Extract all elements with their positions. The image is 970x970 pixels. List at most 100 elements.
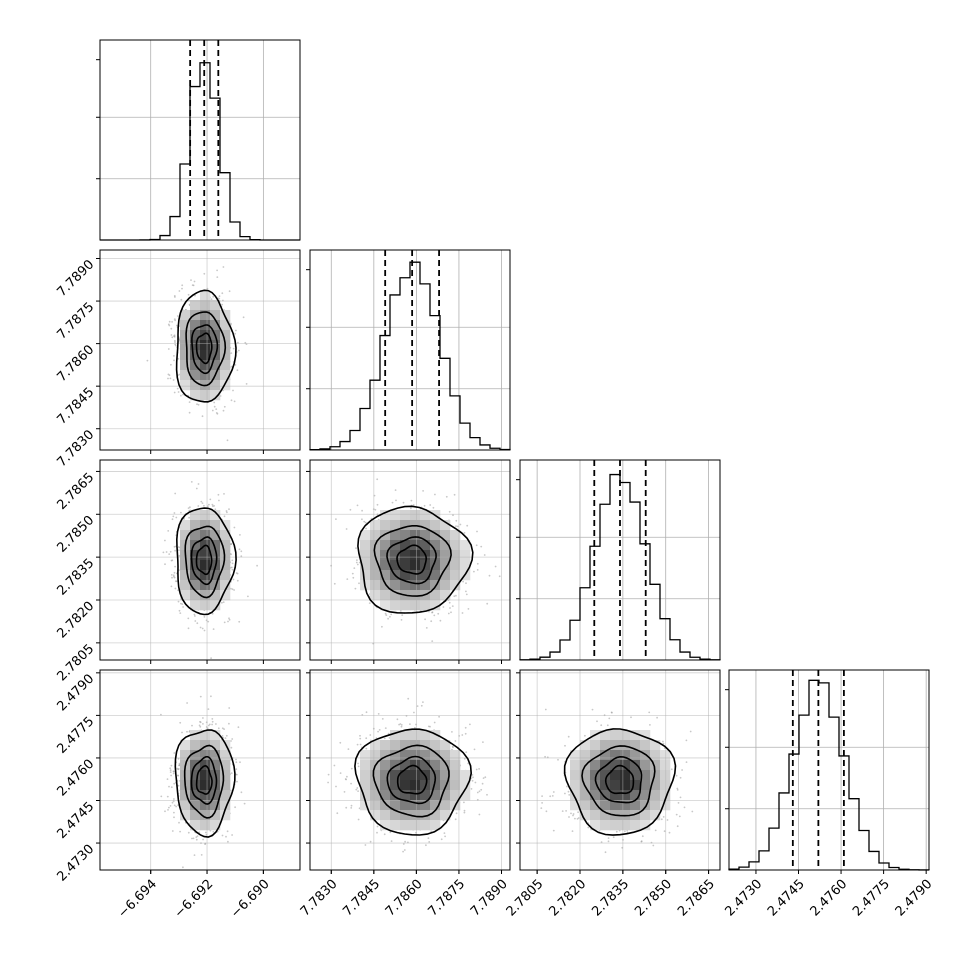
sample-point [232,578,235,581]
density-cell [220,800,231,811]
sample-point [357,790,359,792]
sample-point [564,792,566,795]
sample-point [462,580,464,583]
sample-point [171,518,174,521]
sample-point [433,614,436,617]
sample-point [190,481,193,483]
density-cell [410,600,421,611]
density-cell [360,760,371,771]
density-cell [610,750,621,761]
sample-point [170,334,173,336]
sample-point [437,612,440,615]
density-cell [400,760,411,771]
sample-point [176,315,179,317]
sample-point [170,574,173,576]
sample-point [230,772,233,774]
sample-point [226,511,228,514]
sample-point [178,762,181,765]
x-tick-label: 2.4790 [893,877,936,920]
density-cell [620,740,631,751]
sample-point [577,811,579,814]
histogram-0 [100,62,300,241]
density-cell [220,350,231,361]
sample-point [170,786,173,789]
sample-point [243,802,246,805]
panel-3-3: 2.4730 2.4745 2.4760 2.4775 2.4790 [722,669,936,920]
density-cell [360,530,371,541]
sample-point [203,629,206,632]
density-cell [420,750,431,761]
sample-point [239,761,241,764]
density-cell [220,780,231,791]
sample-point [174,565,177,568]
density-cell [210,750,221,761]
density-cell [430,520,441,531]
sample-point [439,619,442,622]
sample-point [223,405,226,408]
sample-point [178,373,181,376]
sample-point [164,810,166,813]
sample-point [186,702,189,704]
density-cell [190,520,201,531]
sample-point [232,347,235,350]
density-cell [410,550,421,561]
density-cell [180,560,191,571]
density-cell [420,520,431,531]
contour-0 [174,729,236,838]
density-cell [410,750,421,761]
sample-point [606,724,609,727]
sample-point [167,323,170,326]
density-cell [420,510,431,521]
density-cell [360,570,371,581]
density-cell [600,770,611,781]
density-cell [630,730,641,741]
sample-point [465,582,467,585]
density-cell [650,760,661,771]
panel-3-1: 7.7830 7.7845 7.7860 7.7875 7.7890 [298,669,511,919]
density-cell [360,770,371,781]
sample-point [203,616,206,618]
sample-point [376,825,379,828]
density-cell [420,760,431,771]
sample-point [339,741,342,744]
sample-point [677,802,680,804]
density-cell [200,730,211,741]
density-cell [200,810,211,821]
sample-point [173,782,176,785]
sample-point [175,805,178,808]
sample-point [335,785,337,788]
sample-point [689,730,692,733]
contour-1 [183,744,225,819]
density-cell [390,530,401,541]
sample-point [236,572,239,575]
density-cell [190,580,201,591]
density-cell [420,810,431,821]
sample-point [196,835,199,837]
density-cell [400,730,411,741]
density-cell [570,790,581,801]
sample-point [187,831,190,834]
density-cell [410,590,421,601]
density-cell [380,750,391,761]
sample-point [564,744,566,747]
sample-point [430,830,433,833]
sample-point [464,732,467,735]
sample-point [545,810,548,813]
density-cell [400,740,411,751]
sample-point [173,359,175,362]
density-cell [180,810,191,821]
sample-point [170,363,172,366]
sample-point [422,490,424,492]
sample-point [679,796,682,799]
sample-point [202,723,204,725]
sample-point [440,838,443,841]
sample-point [453,595,456,598]
contour-1 [184,525,226,599]
sample-point [237,349,240,352]
sample-point [356,563,359,566]
density-cell [380,580,391,591]
density-cell [370,750,381,761]
density-3-0 [100,670,300,870]
sample-point [612,836,615,839]
density-cell [450,530,461,541]
